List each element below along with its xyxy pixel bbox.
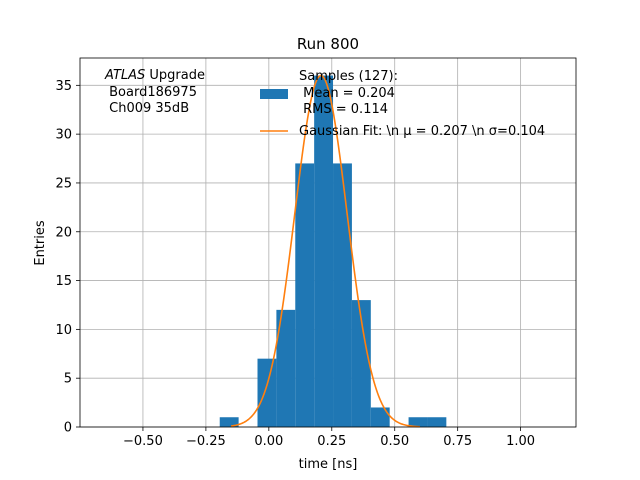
legend: Samples (127): Mean = 0.204 RMS = 0.114 … [260, 69, 545, 139]
y-tick-label: 30 [55, 128, 72, 143]
histogram-bar [333, 163, 352, 427]
legend-fit-label: Gaussian Fit: \n μ = 0.207 \n σ=0.104 [299, 124, 545, 139]
histogram-bar [370, 407, 390, 427]
legend-samples-line-1: Samples (127): [299, 69, 398, 84]
histogram-bar [408, 417, 428, 427]
y-tick-label: 35 [55, 79, 72, 94]
legend-patch-samples [260, 89, 288, 99]
x-tick-label: 0.50 [380, 434, 409, 449]
board-label: Board186975 [105, 85, 197, 100]
x-axis-label: time [ns] [299, 457, 358, 472]
x-tick-label: −0.50 [123, 434, 163, 449]
axis-ticks: −0.50 −0.25 0.00 0.25 0.50 0.75 1.00 0 5 10 15 20 25… [55, 79, 535, 449]
histogram-bar [219, 417, 239, 427]
y-tick-label: 25 [55, 176, 72, 191]
atlas-upgrade: Upgrade [145, 68, 205, 83]
histogram-bar [314, 75, 334, 428]
gaussian-fit-curve [230, 74, 420, 428]
histogram-bar [351, 300, 371, 427]
channel-label: Ch009 35dB [105, 101, 189, 116]
x-tick-label: 0.00 [254, 434, 283, 449]
histogram-bar [295, 163, 315, 427]
plot-frame [79, 57, 577, 428]
y-tick-label: 0 [64, 421, 72, 436]
y-tick-label: 5 [64, 372, 72, 387]
histogram-bars [219, 75, 447, 428]
x-tick-label: 0.25 [317, 434, 346, 449]
y-axis-label: Entries [33, 220, 48, 266]
legend-samples-line-3: RMS = 0.114 [299, 102, 388, 117]
atlas-annotation: ATLAS Upgrade Board186975 Ch009 35dB [104, 68, 205, 116]
y-tick-label: 10 [55, 323, 72, 338]
y-tick-label: 20 [55, 225, 72, 240]
y-tick-label: 15 [55, 274, 72, 289]
chart-title: Run 800 [297, 35, 359, 53]
histogram-bar [257, 358, 277, 427]
x-tick-label: 1.00 [506, 434, 535, 449]
x-tick-label: −0.25 [186, 434, 226, 449]
histogram-bar [427, 417, 447, 427]
legend-samples-line-2: Mean = 0.204 [299, 86, 395, 101]
x-tick-label: 0.75 [443, 434, 472, 449]
atlas-label: ATLAS Upgrade [104, 68, 205, 83]
atlas-word: ATLAS [104, 68, 145, 83]
histogram-bar [276, 309, 296, 427]
